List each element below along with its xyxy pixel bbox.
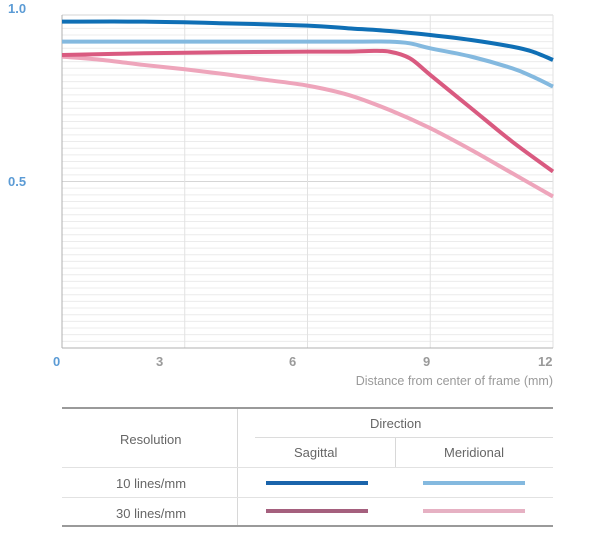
series-line-10-sagittal: [61, 19, 554, 62]
series-line-10-meridional: [62, 39, 554, 89]
legend-row-label: 30 lines/mm: [116, 506, 187, 521]
series-line-30-sagittal: [61, 48, 555, 174]
legend-row-divider: [62, 467, 553, 468]
legend-top-rule: [62, 407, 553, 409]
x-axis-title: Distance from center of frame (mm): [356, 374, 553, 388]
legend-swatch-10-sagittal: [266, 481, 368, 485]
mtf-chart: 1.0 0.5 0 3 6 9 12 Distance from center …: [8, 1, 555, 388]
x-tick-label-12: 12: [538, 354, 552, 369]
x-tick-label-9: 9: [423, 354, 430, 369]
legend-bottom-rule: [62, 525, 553, 527]
resolution-header: Resolution: [120, 432, 182, 447]
x-tick-label-3: 3: [156, 354, 163, 369]
sagittal-header: Sagittal: [294, 445, 338, 460]
x-tick-label-6: 6: [289, 354, 296, 369]
legend-row-label: 10 lines/mm: [116, 476, 187, 491]
vertical-grid-lines: [184, 15, 554, 348]
meridional-header: Meridional: [444, 445, 504, 460]
legend-swatch-30-meridional: [423, 509, 525, 513]
legend-swatch-30-sagittal: [266, 509, 368, 513]
legend-row-divider: [62, 497, 553, 498]
legend-direction-divider: [395, 437, 396, 467]
y-tick-label-1: 1.0: [8, 1, 26, 16]
direction-header: Direction: [370, 416, 422, 431]
y-tick-label-0: 0.5: [8, 174, 26, 189]
series-line-30-meridional: [61, 54, 554, 199]
x-tick-label-0: 0: [53, 354, 60, 369]
legend-swatch-10-meridional: [423, 481, 525, 485]
legend-header-divider: [255, 437, 553, 438]
series-lines: [61, 19, 555, 199]
legend-table: Resolution Direction Sagittal Meridional…: [62, 407, 553, 527]
